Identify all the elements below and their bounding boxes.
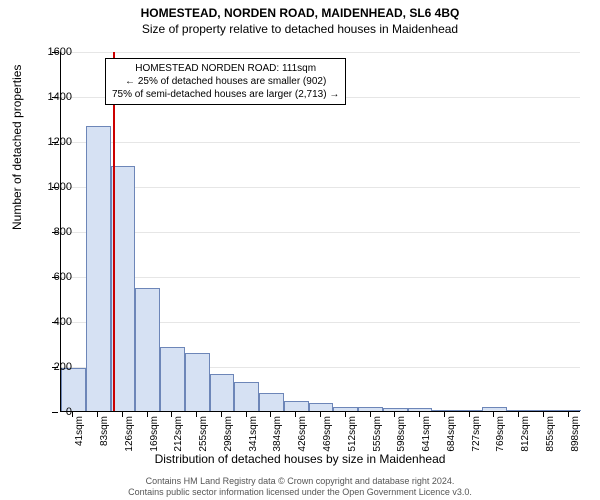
footer-line-1: Contains HM Land Registry data © Crown c… <box>0 476 600 487</box>
y-tick-label: 1600 <box>32 46 72 58</box>
y-tick-label: 400 <box>32 316 72 328</box>
x-tick <box>345 412 346 417</box>
x-tick <box>370 412 371 417</box>
histogram-bar <box>358 407 383 412</box>
bar-container <box>61 52 580 411</box>
histogram-bar <box>61 368 86 411</box>
histogram-bar <box>284 401 309 411</box>
x-tick <box>97 412 98 417</box>
histogram-bar <box>234 382 259 411</box>
x-tick <box>518 412 519 417</box>
y-tick-label: 600 <box>32 271 72 283</box>
x-tick <box>320 412 321 417</box>
histogram-bar <box>309 403 334 411</box>
histogram-bar <box>482 407 507 412</box>
y-axis-label: Number of detached properties <box>10 65 24 230</box>
histogram-bar <box>333 407 358 412</box>
histogram-bar <box>86 126 111 411</box>
x-tick <box>122 412 123 417</box>
chart-area: HOMESTEAD NORDEN ROAD: 111sqm ← 25% of d… <box>60 52 580 412</box>
page-subtitle: Size of property relative to detached ho… <box>0 22 600 36</box>
footer-line-2: Contains public sector information licen… <box>0 487 600 498</box>
y-tick-label: 0 <box>32 406 72 418</box>
annotation-line-2: ← 25% of detached houses are smaller (90… <box>112 75 339 88</box>
x-tick <box>568 412 569 417</box>
histogram-plot: HOMESTEAD NORDEN ROAD: 111sqm ← 25% of d… <box>60 52 580 412</box>
annotation-line-3: 75% of semi-detached houses are larger (… <box>112 88 339 101</box>
x-tick <box>221 412 222 417</box>
annotation-line-1: HOMESTEAD NORDEN ROAD: 111sqm <box>112 62 339 75</box>
histogram-bar <box>432 410 457 411</box>
x-tick <box>444 412 445 417</box>
annotation-box: HOMESTEAD NORDEN ROAD: 111sqm ← 25% of d… <box>105 58 346 105</box>
histogram-bar <box>507 410 532 411</box>
x-tick <box>419 412 420 417</box>
x-tick <box>147 412 148 417</box>
property-marker-line <box>113 52 115 411</box>
footer: Contains HM Land Registry data © Crown c… <box>0 476 600 498</box>
page-title: HOMESTEAD, NORDEN ROAD, MAIDENHEAD, SL6 … <box>0 6 600 20</box>
y-tick-label: 1400 <box>32 91 72 103</box>
histogram-bar <box>531 410 556 411</box>
histogram-bar <box>185 353 210 412</box>
x-tick <box>246 412 247 417</box>
histogram-bar <box>457 410 482 411</box>
histogram-bar <box>556 410 581 411</box>
histogram-bar <box>408 408 433 411</box>
histogram-bar <box>259 393 284 411</box>
y-tick-label: 1200 <box>32 136 72 148</box>
y-tick-label: 1000 <box>32 181 72 193</box>
histogram-bar <box>383 408 408 411</box>
histogram-bar <box>210 374 235 411</box>
y-tick-label: 200 <box>32 361 72 373</box>
x-tick <box>543 412 544 417</box>
histogram-bar <box>135 288 160 411</box>
histogram-bar <box>160 347 185 411</box>
x-axis-label: Distribution of detached houses by size … <box>0 452 600 466</box>
y-tick-label: 800 <box>32 226 72 238</box>
x-tick <box>469 412 470 417</box>
